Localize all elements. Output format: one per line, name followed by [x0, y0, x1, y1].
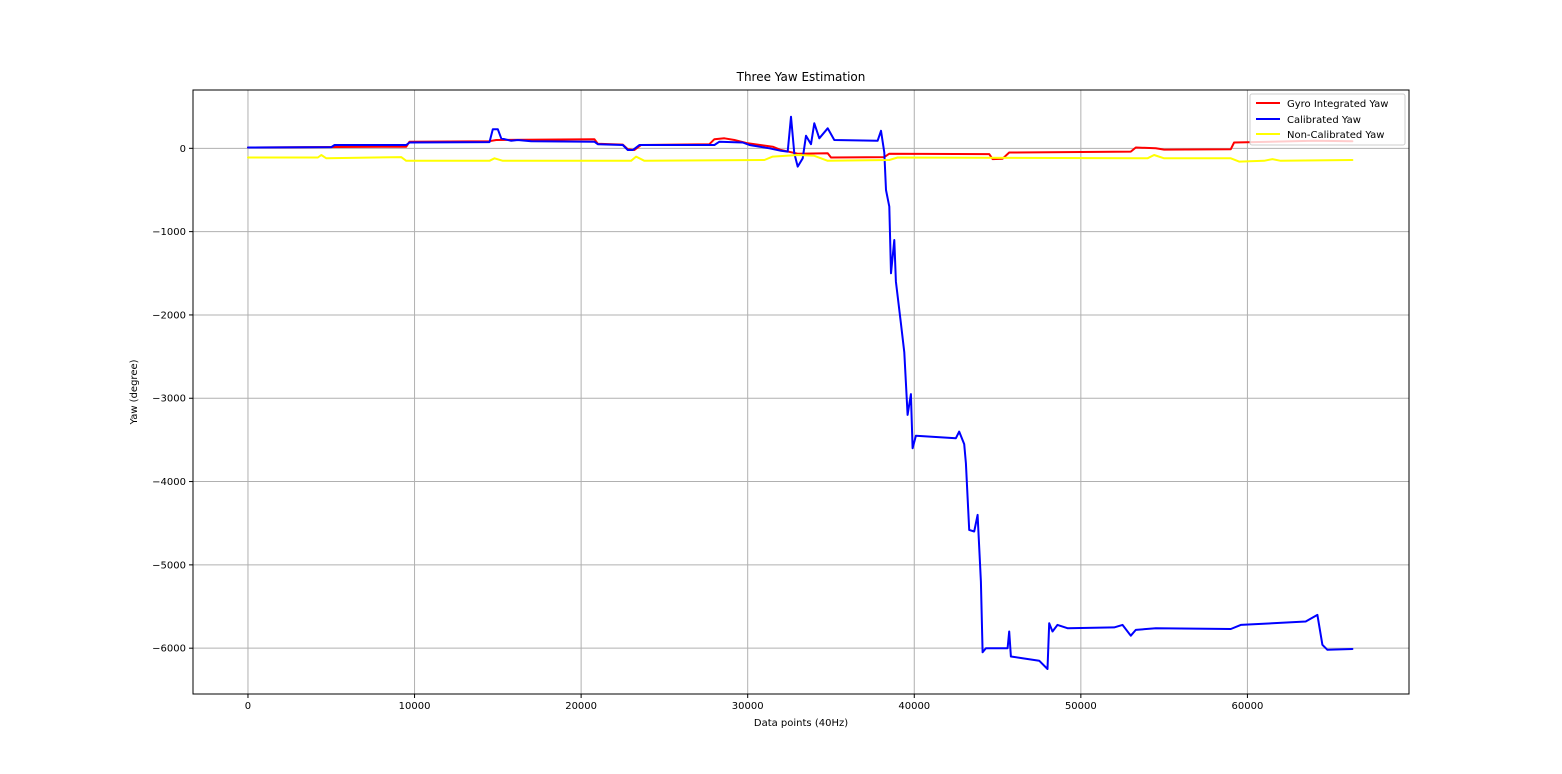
series-lines [247, 115, 1354, 670]
x-tick-label: 10000 [399, 701, 431, 712]
x-tick-label: 60000 [1232, 701, 1264, 712]
legend-label-calibrated-yaw: Calibrated Yaw [1287, 115, 1361, 126]
legend: Gyro Integrated Yaw Calibrated Yaw Non-C… [1249, 93, 1406, 146]
chart-title: Three Yaw Estimation [736, 70, 866, 84]
x-axis-label: Data points (40Hz) [754, 718, 848, 729]
legend-label-non-calibrated-yaw: Non-Calibrated Yaw [1287, 130, 1384, 141]
y-tick-label: −6000 [152, 644, 186, 655]
y-tick-label: −2000 [152, 310, 186, 321]
y-tick-label: −4000 [152, 477, 186, 488]
series-line-gyro-integrated-yaw [247, 137, 1354, 161]
y-axis-label: Yaw (degree) [129, 359, 140, 425]
x-tick-label: 40000 [898, 701, 930, 712]
y-tick-label: −1000 [152, 227, 186, 238]
x-tick-label: 30000 [732, 701, 764, 712]
y-tick-label: −5000 [152, 560, 186, 571]
y-tick-label: 0 [180, 144, 186, 155]
grid-lines [193, 90, 1409, 694]
x-tick-label: 0 [245, 701, 251, 712]
plot-frame [192, 89, 1410, 695]
legend-box [1249, 93, 1406, 146]
series-line-non-calibrated-yaw [247, 154, 1354, 163]
x-tick-label: 50000 [1065, 701, 1097, 712]
y-tick-label: −3000 [152, 394, 186, 405]
series-line-calibrated-yaw [247, 115, 1354, 670]
axis-ticks: 0 10000 20000 30000 40000 50000 60000 0 −1000 −20… [152, 144, 1263, 712]
legend-label-gyro-integrated-yaw: Gyro Integrated Yaw [1287, 99, 1388, 110]
x-tick-label: 20000 [565, 701, 597, 712]
